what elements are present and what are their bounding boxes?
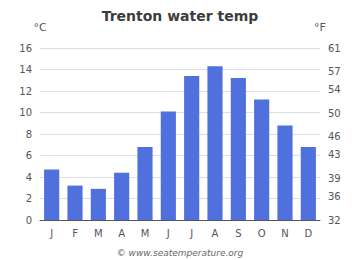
svg-text:57: 57: [328, 66, 341, 77]
svg-text:54: 54: [328, 84, 341, 95]
svg-text:A: A: [212, 228, 219, 239]
svg-text:°F: °F: [314, 21, 326, 34]
svg-text:J: J: [189, 228, 193, 239]
svg-text:N: N: [281, 228, 288, 239]
svg-text:O: O: [258, 228, 266, 239]
svg-text:Trenton water temp: Trenton water temp: [102, 8, 259, 24]
svg-text:M: M: [141, 228, 150, 239]
svg-text:S: S: [235, 228, 241, 239]
svg-text:J: J: [49, 228, 53, 239]
svg-text:10: 10: [19, 107, 32, 118]
svg-text:F: F: [72, 228, 78, 239]
svg-text:43: 43: [328, 149, 341, 160]
svg-text:32: 32: [328, 215, 341, 226]
svg-text:8: 8: [26, 129, 32, 140]
svg-text:46: 46: [328, 131, 341, 142]
svg-text:D: D: [304, 228, 312, 239]
svg-text:°C: °C: [33, 21, 47, 34]
svg-text:A: A: [118, 228, 125, 239]
svg-text:36: 36: [328, 191, 341, 202]
svg-text:6: 6: [26, 150, 32, 161]
svg-text:61: 61: [328, 43, 341, 54]
svg-text:J: J: [166, 228, 170, 239]
svg-text:0: 0: [26, 215, 32, 226]
svg-text:4: 4: [26, 172, 32, 183]
svg-text:2: 2: [26, 193, 32, 204]
svg-text:12: 12: [19, 86, 32, 97]
svg-text:© www.seatemperature.org: © www.seatemperature.org: [117, 248, 244, 258]
svg-text:50: 50: [328, 108, 341, 119]
svg-text:M: M: [94, 228, 103, 239]
svg-text:39: 39: [328, 173, 341, 184]
svg-text:16: 16: [19, 43, 32, 54]
svg-text:14: 14: [19, 64, 32, 75]
